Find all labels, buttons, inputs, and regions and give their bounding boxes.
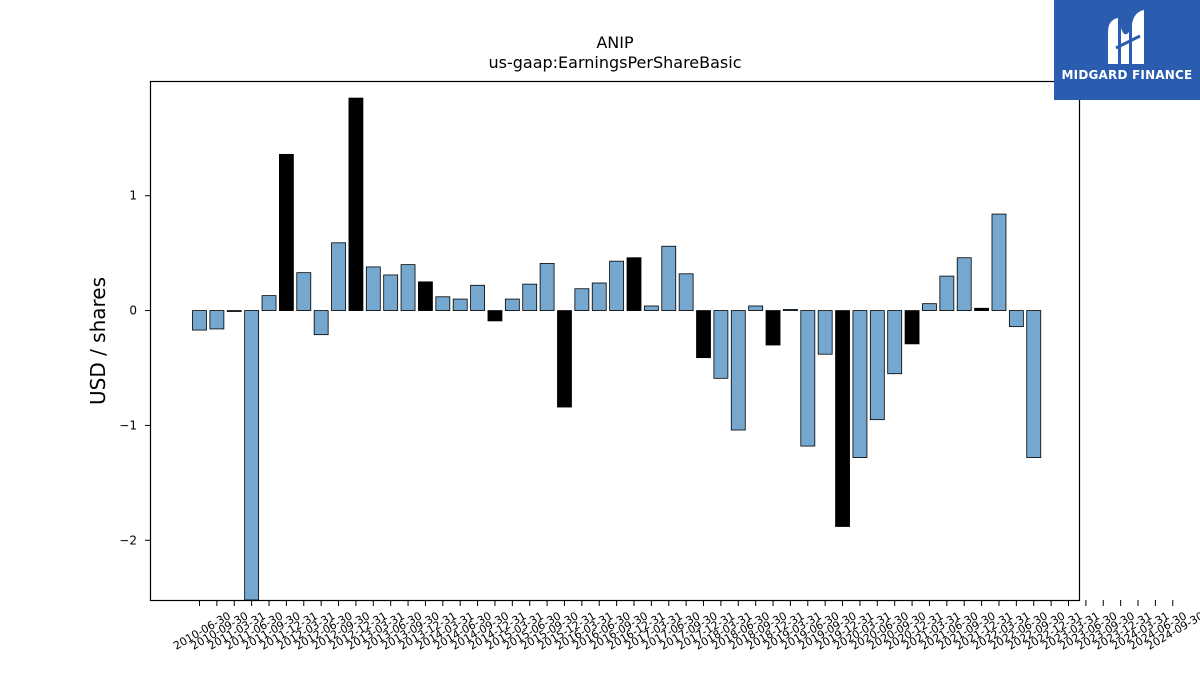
bar-2013-03-31	[383, 274, 399, 311]
y-tick-label: 0	[129, 304, 137, 318]
bar-2012-12-31	[365, 266, 381, 311]
bar-2018-03-31	[730, 310, 746, 431]
y-axis-label: USD / shares	[86, 277, 110, 405]
bar-2021-03-31	[939, 275, 955, 311]
bar-2010-06-30	[192, 310, 207, 331]
bar-2014-06-30	[470, 284, 485, 311]
bar-2022-03-31	[1008, 310, 1024, 328]
bar-2016-09-30	[626, 257, 642, 311]
midgard-logo-icon	[1108, 10, 1144, 64]
bar-2015-12-31	[574, 288, 590, 311]
bar-2010-12-31	[226, 310, 242, 312]
bar-2017-12-31	[713, 310, 729, 379]
chart-title: ANIP	[596, 33, 634, 52]
bar-2019-09-30	[835, 310, 850, 527]
brand-name: MIDGARD FINANCE	[1061, 68, 1193, 82]
y-tick-label: −2	[119, 533, 137, 547]
bar-2011-03-31	[244, 310, 260, 601]
x-ticks-group: 2010-06-302010-09-302011-03-312011-06-30…	[171, 600, 1200, 653]
bar-2015-09-30	[557, 310, 572, 408]
bar-2015-06-30	[539, 263, 555, 311]
bar-2019-12-31	[852, 310, 868, 458]
bar-2016-03-31	[591, 282, 607, 311]
bar-2013-12-31	[435, 296, 451, 311]
bar-2013-06-30	[400, 264, 416, 311]
brand-logo: MIDGARD FINANCE	[1054, 0, 1200, 100]
y-tick-label: 1	[129, 189, 137, 203]
plot-frame	[149, 80, 1081, 602]
bar-2017-06-30	[678, 273, 694, 311]
bar-2018-12-31	[783, 309, 798, 311]
bar-2016-12-31	[643, 305, 659, 311]
bar-2020-06-30	[887, 310, 903, 375]
bar-2012-06-30	[331, 242, 346, 311]
bar-2021-09-30	[974, 307, 989, 311]
bar-2012-09-30	[348, 97, 364, 311]
bar-2017-03-31	[661, 245, 677, 311]
bar-2014-03-31	[452, 298, 468, 311]
bars-group	[192, 97, 1042, 601]
bar-2017-09-30	[696, 310, 711, 359]
bar-2012-03-31	[313, 310, 329, 336]
bar-2016-06-30	[609, 260, 625, 311]
chart-subtitle: us-gaap:EarningsPerShareBasic	[488, 53, 741, 72]
bar-2011-12-31	[296, 272, 312, 311]
bar-2014-12-31	[504, 298, 520, 311]
bar-2020-03-31	[869, 310, 885, 421]
bar-2018-09-30	[765, 310, 781, 346]
bar-2011-06-30	[261, 295, 277, 311]
bar-2022-06-30	[1026, 310, 1042, 458]
bar-2018-06-30	[748, 305, 764, 311]
bar-2011-09-30	[278, 153, 294, 311]
bar-2021-06-30	[956, 257, 972, 311]
bar-2020-09-30	[904, 310, 920, 345]
bar-2020-12-31	[922, 303, 937, 311]
bar-2015-03-31	[522, 283, 538, 311]
bar-2014-09-30	[487, 310, 503, 322]
y-tick-label: −1	[119, 418, 137, 432]
bar-2019-03-31	[800, 310, 816, 447]
bar-2010-09-30	[209, 310, 225, 330]
bar-2021-12-31	[991, 213, 1007, 311]
bar-2019-06-30	[817, 310, 833, 355]
y-ticks-group: 1 0 −1 −2	[119, 189, 151, 547]
bar-2013-09-30	[418, 281, 433, 311]
